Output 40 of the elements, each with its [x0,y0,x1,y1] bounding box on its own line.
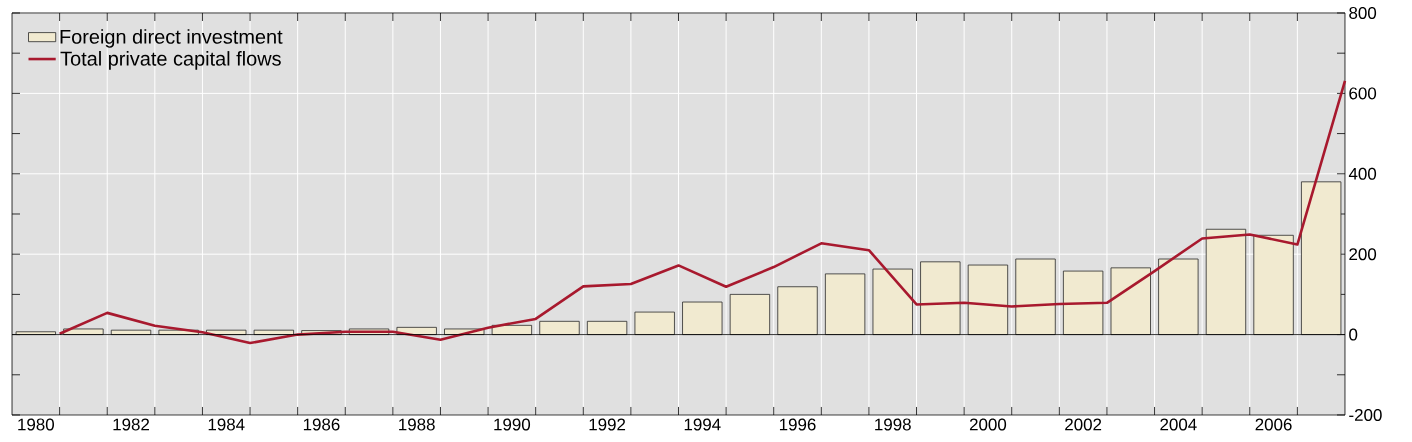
bar [682,301,723,335]
x-tick-label: 1994 [684,418,721,431]
bar [872,268,913,335]
bar [920,261,961,335]
x-tick-label: 1986 [303,418,340,431]
x-tick-label: 2000 [969,418,1007,431]
x-tick-label: 1988 [399,418,435,431]
x-tick-label: 1982 [113,418,150,431]
bar [1158,258,1199,335]
x-tick-label: 1996 [779,418,816,431]
bar [1205,228,1247,335]
x-tick-label: 1984 [208,418,245,431]
x-tick-label: 2002 [1065,418,1102,431]
y-tick-label: -200 [1349,408,1382,421]
bar [539,320,580,335]
y-tick-label: 200 [1349,248,1377,261]
legend-label: Foreign direct investment [60,29,283,48]
x-tick-label: 2004 [1160,418,1197,431]
bar [1301,181,1342,335]
bar [586,320,628,335]
bar [777,286,818,335]
bar [1253,234,1294,335]
y-tick-label: 0 [1349,328,1358,341]
bar [634,311,675,335]
y-tick-label: 400 [1348,167,1377,180]
legend-label: Total private capital flows [60,51,281,70]
x-tick-label: 2006 [1255,418,1292,431]
y-tick-label: 800 [1349,6,1377,19]
bar [729,293,771,335]
bar [1062,270,1104,335]
bar [1015,258,1056,335]
bar [824,273,866,335]
bar [967,264,1009,335]
x-tick-label: 1990 [494,418,531,431]
x-tick-label: 1980 [18,418,54,431]
x-tick-label: 1992 [589,418,626,431]
y-tick-label: 600 [1349,87,1377,100]
bar [1110,267,1151,335]
line-series [58,79,1347,345]
x-tick-label: 1998 [875,418,911,431]
